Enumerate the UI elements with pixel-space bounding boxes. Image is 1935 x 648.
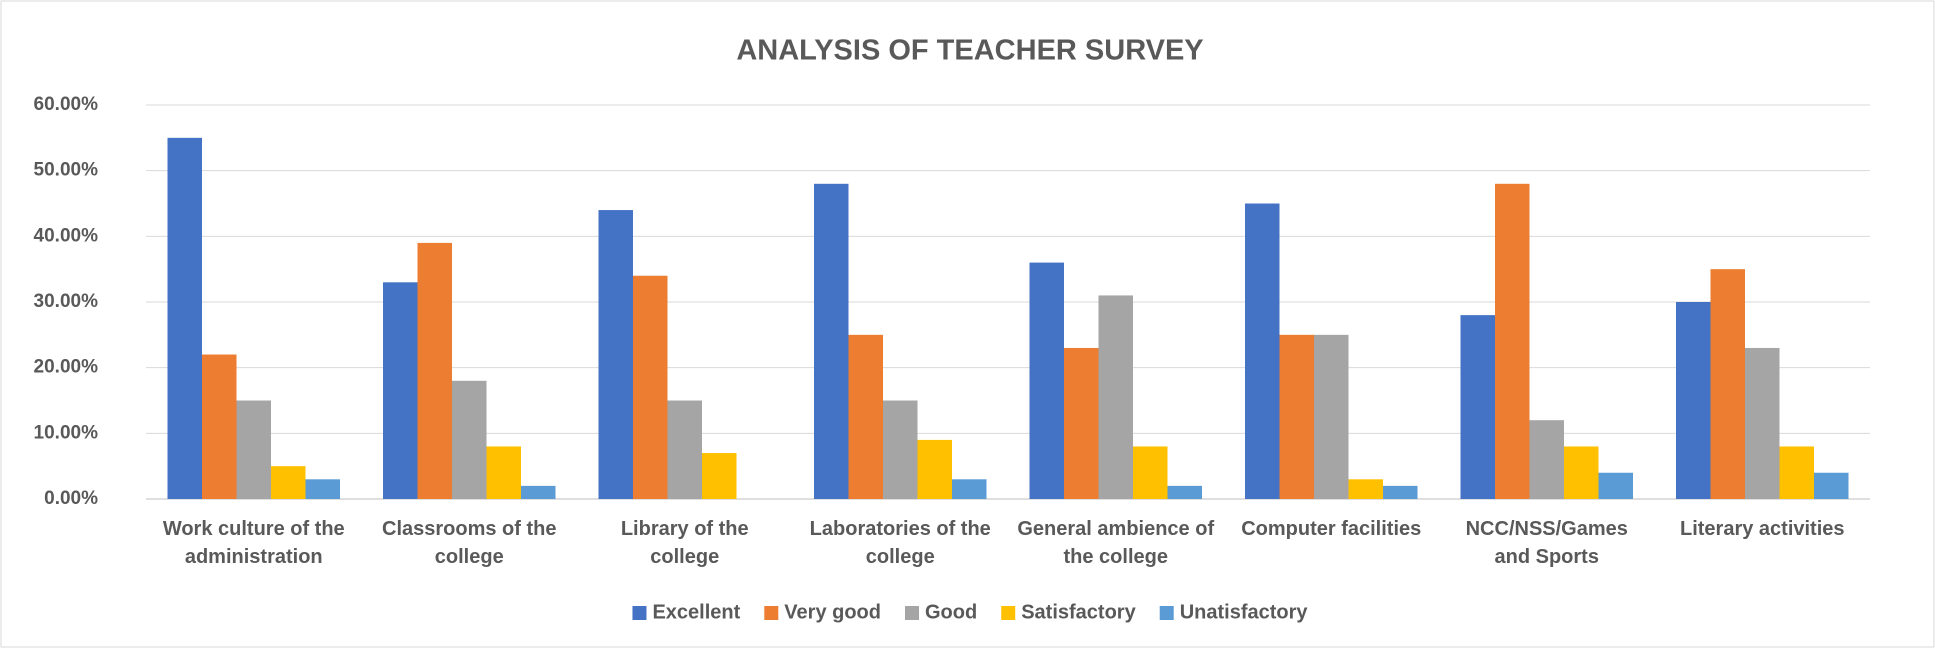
bar <box>1245 203 1280 499</box>
bar <box>1167 485 1202 499</box>
x-tick-label: Work culture of the administration <box>162 518 345 568</box>
bar <box>1383 485 1418 499</box>
y-tick-label: 40.00% <box>34 225 99 246</box>
bar <box>417 242 452 499</box>
bar <box>1064 347 1099 499</box>
bar <box>814 183 849 500</box>
x-tick-label: Library of the college <box>620 518 749 568</box>
legend-label: Excellent <box>652 601 740 623</box>
legend-swatch <box>632 606 647 620</box>
bar <box>1098 295 1133 499</box>
y-tick-label: 50.00% <box>34 160 99 181</box>
bar <box>1710 269 1745 499</box>
bar <box>1814 472 1849 499</box>
bar <box>1529 420 1564 499</box>
bar <box>1779 446 1814 499</box>
bar <box>486 446 521 499</box>
legend-swatch <box>905 606 919 620</box>
bar <box>1133 446 1168 499</box>
x-tick-label: Classrooms of the college <box>382 518 557 568</box>
y-tick-label: 20.00% <box>34 357 99 378</box>
bar <box>952 479 987 499</box>
y-tick-label: 30.00% <box>34 291 99 312</box>
bar <box>1676 302 1711 499</box>
bar <box>1348 479 1383 499</box>
bar <box>236 400 271 499</box>
legend-label: Good <box>925 601 977 623</box>
bar <box>383 282 418 499</box>
bar <box>917 439 952 499</box>
bar <box>1598 472 1633 499</box>
bar <box>452 380 487 499</box>
y-tick-label: 10.00% <box>34 422 99 443</box>
legend-label: Very good <box>784 601 881 623</box>
bar <box>202 354 237 499</box>
x-tick-label: Computer facilities <box>1241 518 1422 540</box>
bar <box>1314 334 1349 499</box>
y-tick-label: 0.00% <box>44 488 98 509</box>
bar <box>521 485 556 499</box>
legend-swatch <box>764 606 779 620</box>
bar <box>883 400 918 499</box>
x-tick-label: Laboratories of the college <box>809 518 991 568</box>
bar <box>1029 262 1064 499</box>
bar <box>1745 347 1780 499</box>
bar <box>667 400 702 499</box>
bar <box>702 453 737 499</box>
bar <box>1495 183 1530 500</box>
x-tick-label: General ambience of the college <box>1017 518 1215 568</box>
bar <box>167 137 202 500</box>
bar <box>1564 446 1599 499</box>
x-tick-label: Literary activities <box>1679 518 1845 540</box>
legend-label: Unatisfactory <box>1180 601 1309 623</box>
chart-title: ANALYSIS OF TEACHER SURVEY <box>736 35 1203 67</box>
bar <box>1460 315 1495 499</box>
legend-swatch <box>1001 606 1016 620</box>
x-tick-label: NCC/NSS/Games and Sports <box>1465 518 1628 568</box>
bar <box>1279 334 1314 499</box>
bar <box>271 466 306 499</box>
bar <box>633 275 668 499</box>
legend-label: Satisfactory <box>1021 601 1136 623</box>
bar <box>305 479 340 499</box>
bar <box>848 334 883 499</box>
legend-swatch <box>1159 606 1174 620</box>
y-tick-label: 60.00% <box>34 94 99 115</box>
bar <box>598 210 633 500</box>
